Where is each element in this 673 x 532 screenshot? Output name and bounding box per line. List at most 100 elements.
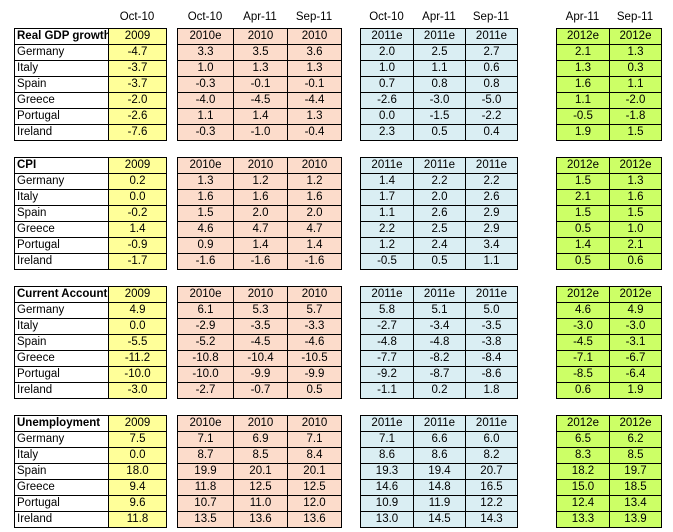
value-cell: 6.5 <box>556 431 610 448</box>
value-cell: 1.4 <box>108 221 167 238</box>
current-account-table-b: 2011e 2011e 2011e 5.8 5.1 5.0 -2.7 -3.4 -3.5 -4.8… <box>360 286 518 399</box>
value-cell: 0.5 <box>556 253 610 270</box>
table-row: 2.3 0.5 0.4 <box>360 124 518 141</box>
cpi-table-g: 2012e 2012e 1.5 1.3 2.1 1.6 1.5 1.5 0.5 1.0 1.4 2.1… <box>556 157 662 270</box>
value-cell: 1.8 <box>465 382 518 399</box>
value-cell: 1.1 <box>360 205 414 222</box>
value-cell: -5.5 <box>108 334 167 351</box>
year-header: 2012e <box>609 28 662 45</box>
value-cell: -9.2 <box>360 366 414 383</box>
country-label: Ireland <box>14 124 109 141</box>
value-cell: 0.5 <box>556 221 610 238</box>
value-cell: -8.4 <box>465 350 518 367</box>
value-cell: 2.2 <box>413 173 466 190</box>
table-row: 6.1 5.3 5.7 <box>177 302 342 319</box>
table-row: 0.9 1.4 1.4 <box>177 237 342 254</box>
unemployment-table-p: 2010e 2010 2010 7.1 6.9 7.1 8.7 8.5 8.4 19.9 20.1 2… <box>177 415 342 528</box>
value-cell: 19.9 <box>177 463 234 480</box>
value-cell: -5.2 <box>177 334 234 351</box>
table-header-row: CPI 2009 <box>14 157 167 174</box>
value-cell: -3.0 <box>413 92 466 109</box>
value-cell: 13.3 <box>556 511 610 528</box>
year-header: 2012e <box>609 157 662 174</box>
value-cell: 2.6 <box>413 205 466 222</box>
value-cell: 13.9 <box>609 511 662 528</box>
value-cell: 5.7 <box>287 302 342 319</box>
value-cell: -9.9 <box>233 366 288 383</box>
table-row: 1.1 2.6 2.9 <box>360 205 518 222</box>
value-cell: 3.3 <box>177 44 234 61</box>
table-row: 0.6 1.9 <box>556 382 662 399</box>
value-cell: 11.9 <box>413 495 466 512</box>
table-row: 14.6 14.8 16.5 <box>360 479 518 496</box>
value-cell: 0.5 <box>287 382 342 399</box>
country-label: Germany <box>14 431 109 448</box>
table-row: 1.3 0.3 <box>556 60 662 77</box>
year-header: 2010 <box>287 28 342 45</box>
year-header: 2010 <box>233 28 288 45</box>
value-cell: 13.5 <box>177 511 234 528</box>
value-cell: 1.6 <box>177 189 234 206</box>
value-cell: 1.5 <box>556 173 610 190</box>
value-cell: 2.0 <box>413 189 466 206</box>
value-cell: -4.5 <box>556 334 610 351</box>
table-header-row: 2011e 2011e 2011e <box>360 415 518 432</box>
value-cell: 0.7 <box>360 76 414 93</box>
value-cell: 11.0 <box>233 495 288 512</box>
value-cell: 5.1 <box>413 302 466 319</box>
value-cell: 1.6 <box>609 189 662 206</box>
value-cell: 2.0 <box>287 205 342 222</box>
value-cell: 2.1 <box>556 189 610 206</box>
value-cell: 14.5 <box>413 511 466 528</box>
table-row: 12.4 13.4 <box>556 495 662 512</box>
table-row: 15.0 18.5 <box>556 479 662 496</box>
value-cell: 5.0 <box>465 302 518 319</box>
value-cell: -1.1 <box>360 382 414 399</box>
real-gdp-growth-table-g: 2012e 2012e 2.1 1.3 1.3 0.3 1.6 1.1 1.1 -2.0 -0.5-… <box>556 28 662 141</box>
value-cell: -0.1 <box>287 76 342 93</box>
table-header-row: 2012e 2012e <box>556 415 662 432</box>
value-cell: 12.5 <box>233 479 288 496</box>
table-row: Ireland 11.8 <box>14 511 167 528</box>
value-cell: 3.4 <box>465 237 518 254</box>
value-cell: 1.6 <box>287 189 342 206</box>
year-header: 2011e <box>465 415 518 432</box>
value-cell: 1.3 <box>609 173 662 190</box>
value-cell: 1.2 <box>233 173 288 190</box>
value-cell: 6.6 <box>413 431 466 448</box>
table-row: 18.2 19.7 <box>556 463 662 480</box>
value-cell: 1.3 <box>609 44 662 61</box>
country-label: Ireland <box>14 253 109 270</box>
year-header: 2012e <box>609 415 662 432</box>
value-cell: -6.4 <box>609 366 662 383</box>
table-row: 7.1 6.9 7.1 <box>177 431 342 448</box>
value-cell: 1.3 <box>287 108 342 125</box>
value-cell: 14.6 <box>360 479 414 496</box>
value-cell: 2.9 <box>465 221 518 238</box>
real-gdp-growth-table-b: 2011e 2011e 2011e 2.0 2.5 2.7 1.0 1.1 0.6 0.7 0.8 0… <box>360 28 518 141</box>
section-title: Unemployment <box>14 415 109 432</box>
table-row: 8.3 8.5 <box>556 447 662 464</box>
table-header-row: 2010e 2010 2010 <box>177 415 342 432</box>
value-cell: -0.5 <box>360 253 414 270</box>
table-row: 1.2 2.4 3.4 <box>360 237 518 254</box>
value-cell: 0.6 <box>556 382 610 399</box>
table-header-row: 2011e 2011e 2011e <box>360 28 518 45</box>
value-cell: 9.4 <box>108 479 167 496</box>
table-row: Ireland -1.7 <box>14 253 167 270</box>
table-row: 1.3 1.2 1.2 <box>177 173 342 190</box>
year-header: 2010 <box>233 415 288 432</box>
table-row: -7.7 -8.2 -8.4 <box>360 350 518 367</box>
value-cell: -10.0 <box>108 366 167 383</box>
value-cell: -8.6 <box>465 366 518 383</box>
year-header: 2009 <box>108 286 167 303</box>
value-cell: -0.3 <box>177 124 234 141</box>
value-cell: -8.2 <box>413 350 466 367</box>
table-row: 13.3 13.9 <box>556 511 662 528</box>
value-cell: 0.5 <box>413 253 466 270</box>
country-label: Portugal <box>14 237 109 254</box>
country-label: Portugal <box>14 366 109 383</box>
table-row: Germany 7.5 <box>14 431 167 448</box>
value-cell: 6.9 <box>233 431 288 448</box>
value-cell: -8.5 <box>556 366 610 383</box>
